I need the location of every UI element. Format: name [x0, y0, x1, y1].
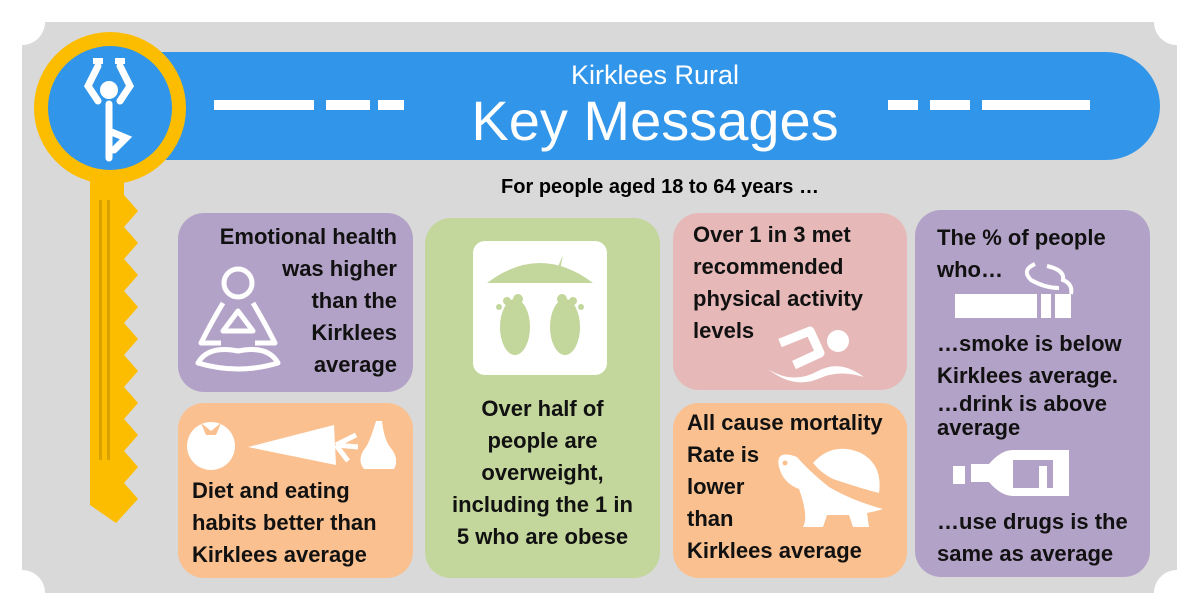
activity-text: Over 1 in 3 met recommended physical act…	[693, 222, 863, 343]
key-head	[34, 32, 186, 184]
decorative-dash	[214, 100, 314, 110]
title-banner: Kirklees Rural Key Messages	[150, 52, 1160, 160]
weight-text: Over half of people are overweight, incl…	[452, 396, 633, 549]
diet-text: Diet and eating habits better than Kirkl…	[192, 478, 377, 567]
weighing-scale-icon	[473, 241, 607, 375]
fruit-vegetable-icon	[187, 421, 396, 470]
yoga-person-icon	[83, 58, 135, 162]
decorative-dash	[888, 100, 918, 110]
card-mortality: All cause mortality Rate is lower than K…	[673, 403, 907, 578]
emotional-text: Emotional health was higher than the Kir…	[219, 224, 397, 377]
bottle-icon	[953, 450, 1069, 496]
smoke-text: …smoke is below Kirklees average.	[937, 331, 1122, 388]
mortality-heading: All cause mortality	[687, 410, 883, 435]
decorative-dash	[930, 100, 970, 110]
cigarette-icon	[955, 262, 1074, 318]
page-title: Key Messages	[471, 89, 839, 152]
decorative-dash	[982, 100, 1090, 110]
decorative-dash	[378, 100, 404, 110]
meditation-icon	[195, 266, 281, 372]
card-diet: Diet and eating habits better than Kirkl…	[178, 403, 413, 578]
subtitle: Kirklees Rural	[570, 60, 740, 90]
card-physical-activity: Over 1 in 3 met recommended physical act…	[673, 213, 907, 390]
swimmer-icon	[768, 326, 864, 383]
tortoise-icon	[778, 448, 883, 527]
lifestyle-heading: The % of people who…	[937, 225, 1106, 282]
drink-text: …drink is above average	[937, 391, 1107, 440]
card-lifestyle: The % of people who… …smoke is below Kir…	[915, 210, 1150, 577]
mortality-text: Rate is lower than Kirklees average	[687, 442, 862, 563]
intro-text: For people aged 18 to 64 years …	[501, 176, 819, 198]
decorative-dash	[326, 100, 370, 110]
card-emotional-health: Emotional health was higher than the Kir…	[178, 213, 413, 392]
key-shaft-icon	[90, 175, 138, 523]
card-weight: Over half of people are overweight, incl…	[425, 218, 660, 578]
drugs-text: …use drugs is the same as average	[937, 509, 1128, 566]
